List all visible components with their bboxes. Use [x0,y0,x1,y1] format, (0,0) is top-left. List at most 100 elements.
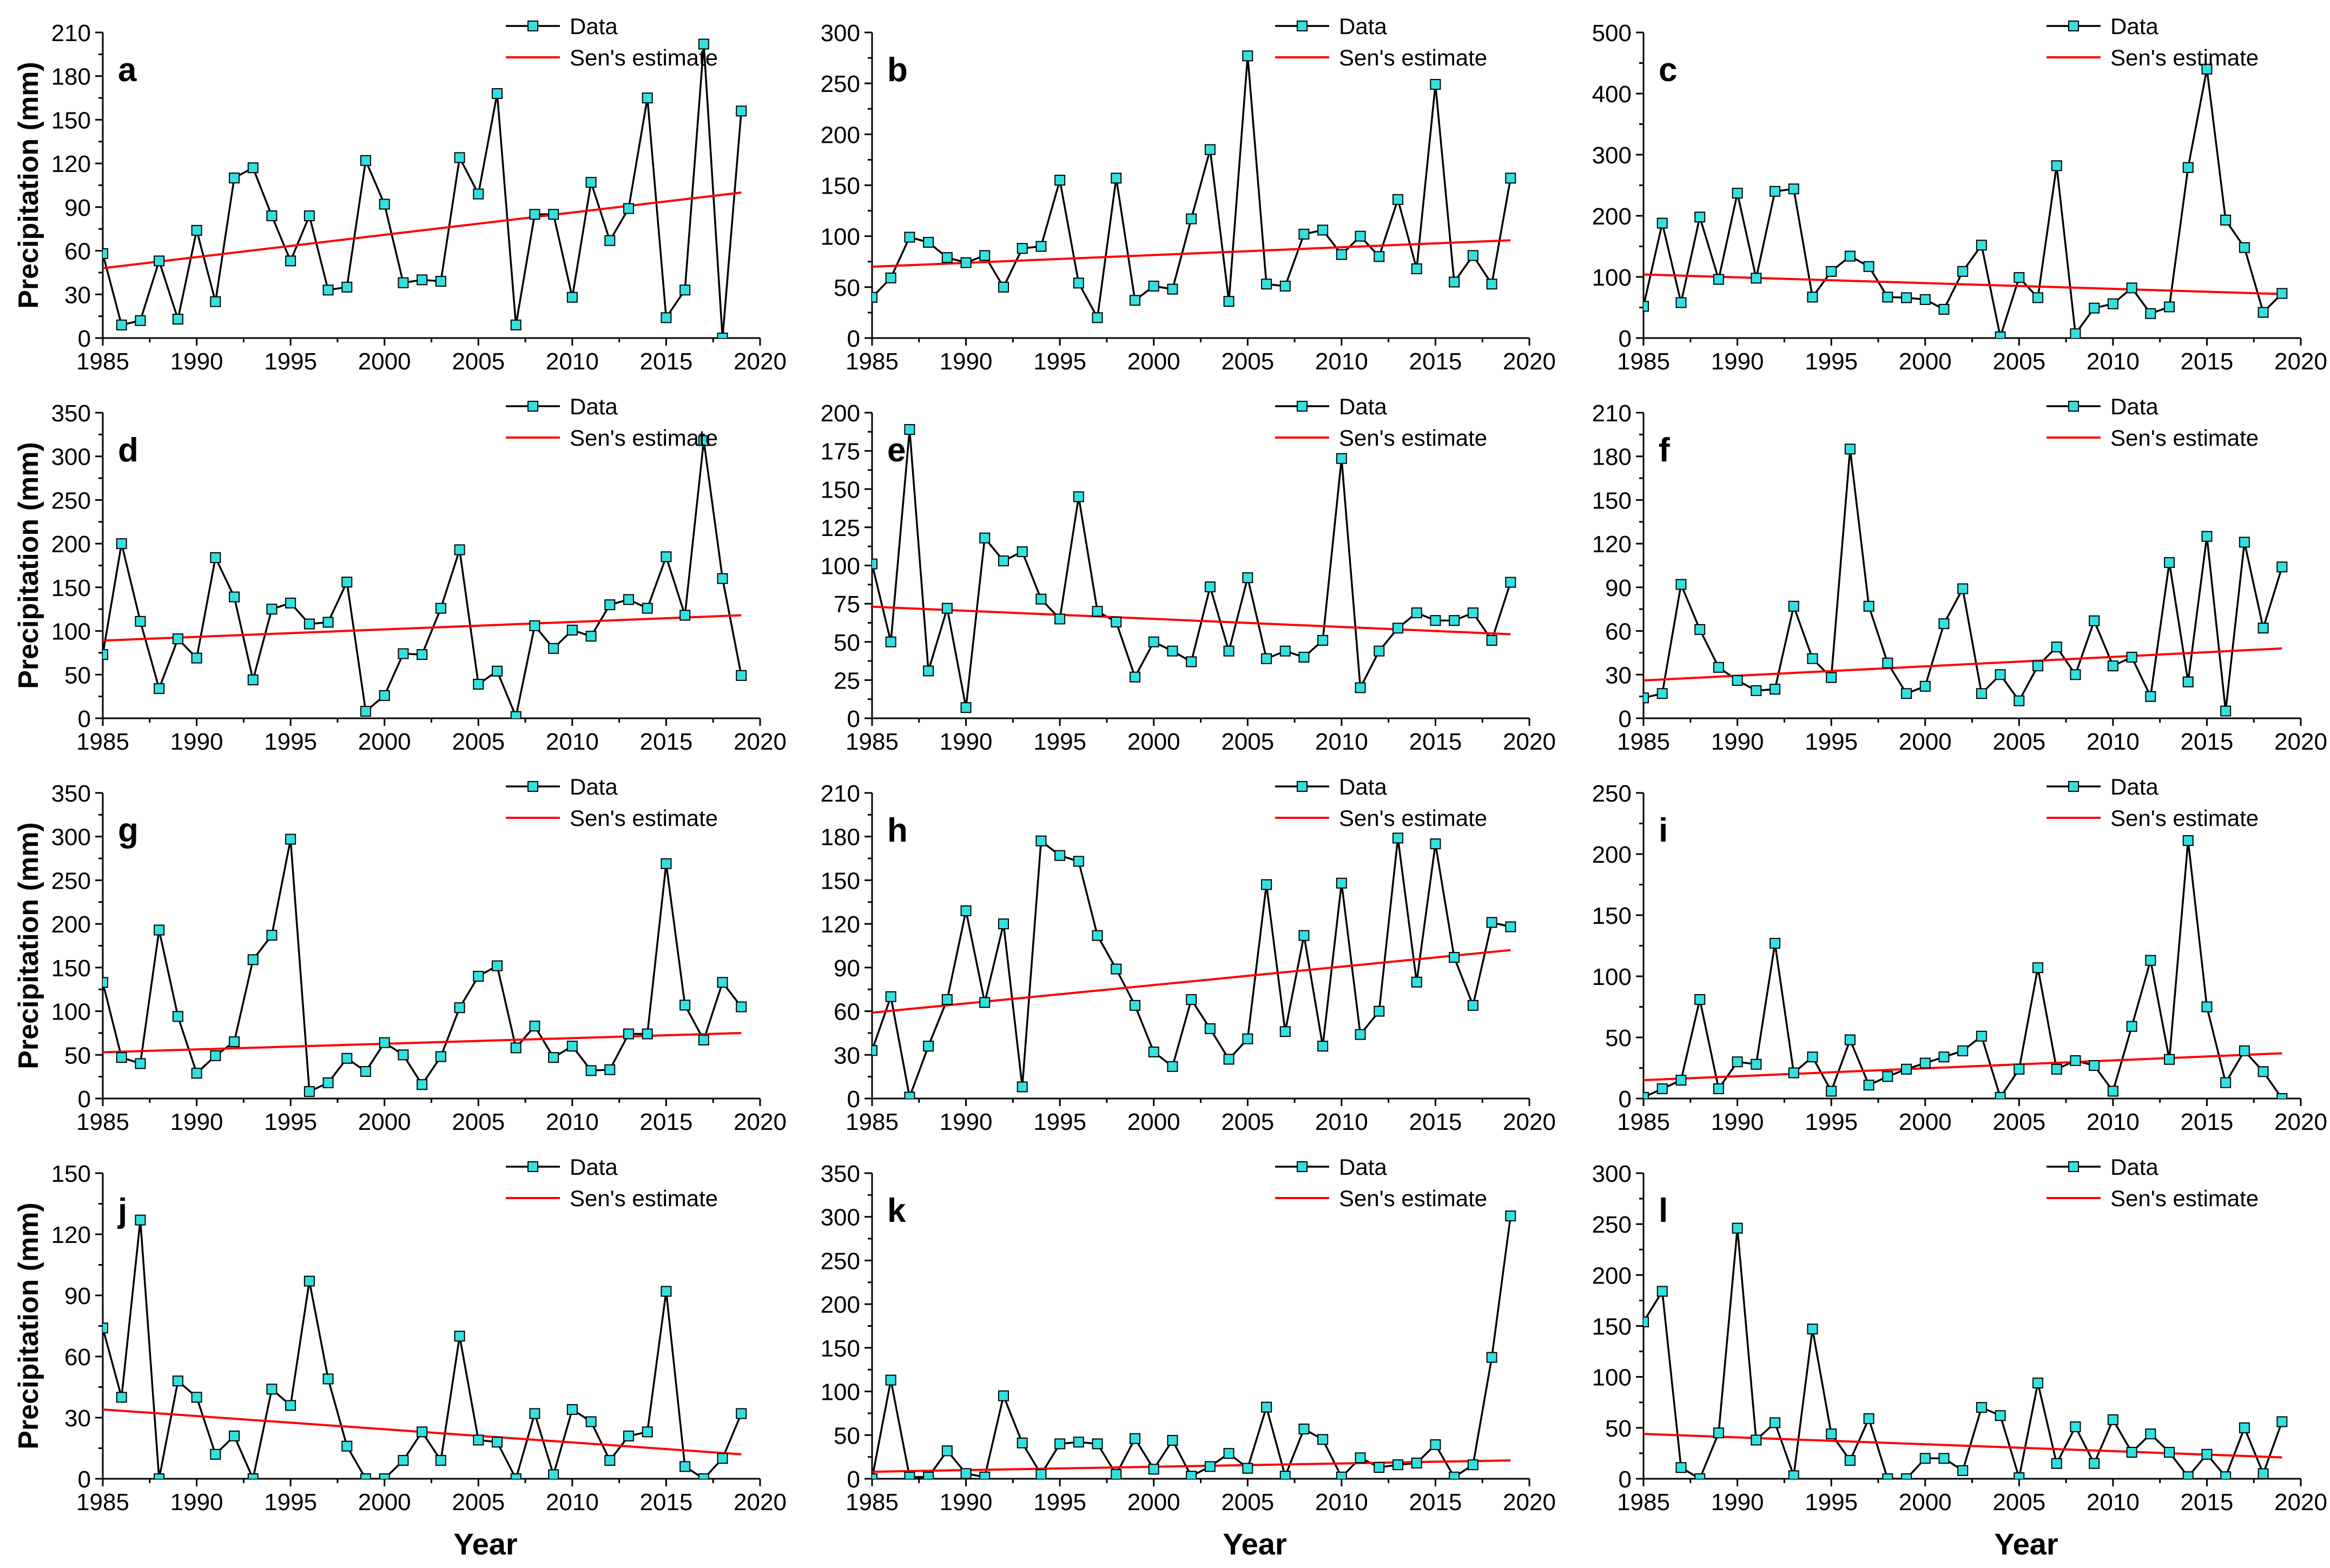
data-point [1770,186,1780,197]
data-point [1279,280,1291,292]
data-point [1694,1473,1706,1479]
x-tick-label: 1985 [76,1109,129,1135]
data-point [923,665,934,677]
data-point [623,594,634,605]
data-point [1467,250,1478,261]
y-tick-label: 200 [821,1292,860,1318]
data-point [135,1214,146,1226]
y-tick-label: 250 [821,71,860,97]
data-point [1713,274,1724,285]
x-tick-label: 2005 [452,1489,505,1516]
data-point [1751,685,1762,696]
x-tick-label: 2015 [639,1109,692,1135]
y-tick-label: 180 [1592,444,1632,471]
panel-e: 0 25 50 75 100 125 150 175 200 1985 1990 1995 2000 20… [821,394,1556,755]
x-tick-label: 2005 [1221,729,1274,755]
y-tick-label: 150 [51,1161,91,1187]
data-point [2014,1063,2025,1075]
data-point [585,631,597,642]
data-point [998,1390,1009,1401]
data-point [1130,671,1140,683]
data-point [2051,641,2062,653]
data-point [717,977,728,988]
data-point [1392,1459,1403,1471]
y-tick-label: 90 [834,955,860,982]
y-tick-label: 175 [821,439,860,465]
x-tick-label: 2000 [1127,348,1180,375]
x-tick-label: 1990 [1711,1489,1764,1516]
x-tick-label: 1995 [1033,729,1086,755]
data-point [454,1002,465,1014]
data-point [1017,546,1028,558]
data-point [736,1001,747,1013]
data-point [1643,1316,1649,1327]
data-point [604,1064,616,1075]
data-point [1392,832,1403,844]
legend-data-label: Data [570,14,618,39]
data-point [979,250,991,261]
data-point [454,1331,465,1342]
data-point [2089,1458,2100,1469]
data-point [1167,1061,1178,1072]
data-point [360,1066,371,1077]
data-point [1863,1080,1874,1091]
plot-area [103,435,747,718]
data-point [1092,312,1103,323]
data-point [435,276,446,287]
data-point [1656,1286,1668,1297]
data-point [2145,955,2156,966]
data-point [698,1034,709,1046]
y-tick-label: 350 [51,780,91,807]
x-tick-label: 2020 [2274,1489,2327,1516]
y-tick-label: 300 [821,1205,860,1231]
data-point [1430,1439,1441,1451]
x-tick-label: 2005 [452,729,505,755]
data-point [285,255,296,267]
y-tick-label: 200 [1592,1262,1632,1289]
panel-k: 0 50 100 150 200 250 300 350 1985 1990 1995 2000 200… [821,1154,1556,1561]
data-point [1919,1057,1931,1069]
y-tick-label: 100 [821,1379,860,1406]
x-tick-label: 2010 [546,1109,599,1135]
data-point [2258,1066,2269,1077]
x-tick-label: 2015 [1409,1109,1462,1135]
data-point [1298,930,1310,941]
data-point [379,1473,390,1479]
data-point [1919,1453,1931,1464]
data-point [2051,1458,2062,1469]
data-point [566,1041,578,1052]
data-point [1017,1081,1028,1093]
legend-data-marker [2068,781,2079,792]
data-point [1242,1033,1253,1044]
data-point [1111,963,1122,975]
plot-area [103,38,747,338]
data-point [285,597,296,608]
data-point [1411,607,1422,619]
x-tick-label: 1985 [76,729,129,755]
data-point [285,1400,296,1411]
data-point [2107,660,2118,672]
x-tick-label: 1990 [170,1489,223,1516]
data-point [2145,308,2156,319]
x-tick-label: 1985 [76,1489,129,1516]
data-point [2089,615,2100,626]
data-point [1732,675,1743,686]
y-tick-label: 200 [51,911,91,938]
legend-data-marker [2068,1161,2079,1172]
data-point [303,1275,315,1287]
y-axis-title: Precipitation (mm) [13,822,44,1069]
panel-label: c [1659,51,1677,89]
x-tick-label: 2020 [1503,729,1556,755]
data-point [1111,617,1122,628]
legend-data-label: Data [1339,394,1387,419]
data-point [473,679,484,690]
legend-data-marker [2068,21,2079,31]
data-point [1863,261,1874,272]
data-point [941,603,953,614]
legend-data-label: Data [2110,1154,2159,1180]
data-point [872,558,877,570]
data-point [435,603,446,614]
legend-data-label: Data [1339,774,1387,799]
y-tick-label: 0 [847,1086,860,1113]
data-point [1938,1051,1950,1063]
